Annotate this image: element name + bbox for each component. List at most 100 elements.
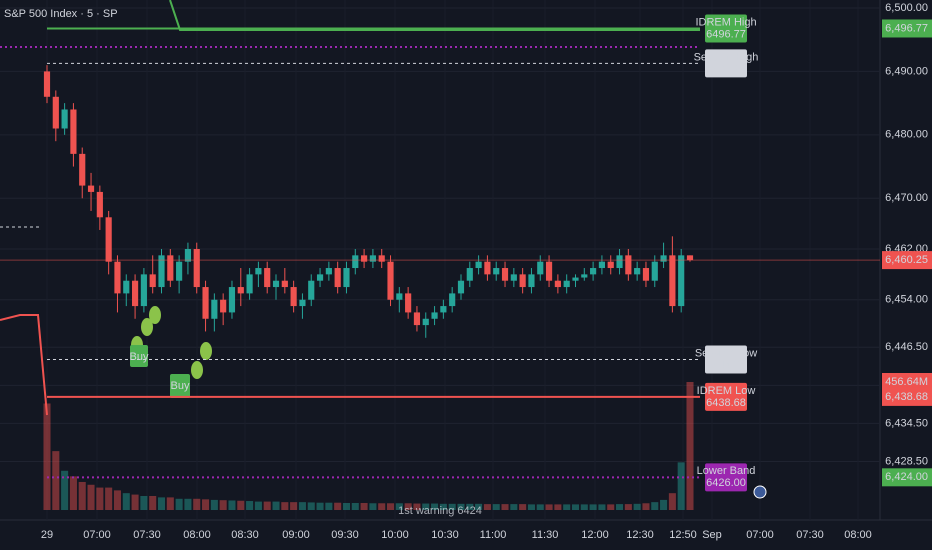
- candle-body: [114, 261, 121, 294]
- volume-bar: [316, 502, 324, 510]
- candle-body: [431, 312, 438, 319]
- volume-tag-label: 456.64M: [885, 376, 928, 388]
- volume-bar: [633, 503, 641, 510]
- candle-body: [290, 287, 297, 307]
- level-box: [705, 345, 747, 374]
- candle-body: [105, 217, 112, 262]
- volume-bar: [149, 495, 157, 510]
- volume-bar: [589, 504, 597, 510]
- price-tag-label: 6,460.25: [885, 254, 928, 266]
- candle-body: [457, 280, 465, 294]
- candle-body: [405, 293, 412, 313]
- candle-body: [660, 255, 667, 262]
- candle-body: [590, 268, 597, 275]
- volume-bar: [395, 503, 403, 510]
- volume-bar: [246, 501, 254, 510]
- level-box: [705, 49, 747, 78]
- level-value: 6496.77: [706, 28, 746, 40]
- annotation: 1st warning 6424: [398, 505, 482, 517]
- candle-body: [352, 255, 359, 269]
- candle-body: [484, 261, 491, 275]
- candle-body: [149, 274, 156, 288]
- candle-body: [87, 185, 95, 192]
- candle-body: [537, 261, 544, 275]
- signal-dot: [191, 361, 203, 379]
- candle-body: [255, 268, 262, 275]
- candle-body: [545, 261, 553, 281]
- candle-body: [563, 280, 570, 288]
- volume-bar: [413, 503, 421, 510]
- candle-body: [316, 274, 324, 281]
- candle-body: [369, 255, 376, 262]
- price-tag: [882, 251, 932, 270]
- signal-box: [130, 345, 148, 367]
- signal-label: Buy: [171, 380, 190, 392]
- candle-body: [616, 255, 623, 269]
- volume-bar: [651, 502, 659, 510]
- candle-body: [493, 268, 500, 275]
- volume-bar: [527, 504, 535, 510]
- x-tick-label: 09:00: [282, 529, 310, 541]
- x-tick-label: 08:00: [844, 529, 872, 541]
- candle-body: [669, 255, 676, 307]
- candle-body: [634, 268, 641, 275]
- x-tick-label: 12:50: [669, 529, 697, 541]
- level-name: IDREM High: [695, 16, 756, 28]
- indicators: Buy Buy 1st warning 6424: [0, 0, 767, 517]
- volume-bar: [386, 503, 395, 510]
- candle-body: [299, 299, 306, 307]
- candle-body: [686, 255, 694, 261]
- volume-bar: [598, 504, 606, 510]
- volume-bar: [122, 493, 130, 510]
- candle-body: [625, 255, 632, 275]
- volume-bar: [272, 501, 280, 510]
- axis-tag: [882, 468, 932, 487]
- candle-body: [607, 261, 614, 269]
- volume-bar: [78, 481, 86, 510]
- volume-bar: [483, 504, 491, 510]
- level-box: [705, 382, 747, 411]
- volume-bar: [580, 504, 588, 510]
- volume-bar: [61, 470, 69, 510]
- volume-bar: [105, 487, 113, 510]
- candle-body: [281, 280, 288, 288]
- volume-bar: [624, 504, 632, 510]
- level-value: 6491.26: [706, 63, 746, 75]
- candle-body: [325, 268, 332, 275]
- volume-bar: [219, 500, 227, 510]
- candle-body: [61, 109, 68, 129]
- volume-bar: [519, 504, 527, 510]
- candle-body: [43, 71, 51, 97]
- candle-body: [519, 274, 526, 288]
- volume-bar: [501, 504, 509, 510]
- idrem-high-step: [169, 0, 700, 31]
- x-tick-label: 11:30: [532, 529, 559, 541]
- candle-body: [598, 261, 606, 269]
- candle-body: [475, 261, 482, 269]
- volume-bar: [431, 503, 439, 510]
- candle-body: [237, 287, 244, 294]
- candle-body: [387, 261, 394, 300]
- candle-body: [167, 255, 174, 281]
- volume-bar: [52, 451, 60, 510]
- volume-bar: [307, 502, 315, 510]
- candle-body: [202, 287, 209, 319]
- signal-label: Buy: [130, 351, 149, 363]
- x-tick-label: 09:30: [331, 529, 359, 541]
- volume-bar: [228, 500, 236, 510]
- candle-body: [642, 268, 650, 281]
- flag-icon: [753, 485, 767, 499]
- volume-bar: [140, 495, 148, 510]
- volume-bar: [325, 502, 333, 510]
- candle-body: [422, 318, 429, 326]
- candle-body: [211, 299, 218, 319]
- candle-body: [228, 287, 236, 313]
- x-tick-label: 11:00: [480, 529, 507, 541]
- volume-bar: [166, 497, 174, 510]
- candle-body: [158, 255, 165, 288]
- volume-bar: [457, 503, 465, 510]
- candle-body: [651, 261, 658, 281]
